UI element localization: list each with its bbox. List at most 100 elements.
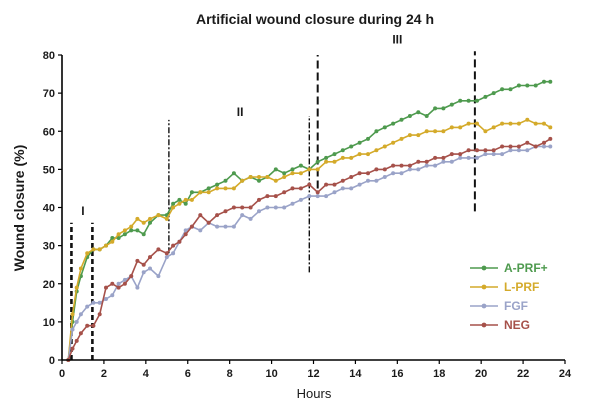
legend-label: NEG — [504, 318, 530, 332]
data-point-l-prf — [70, 312, 75, 317]
data-point-neg — [122, 281, 127, 286]
data-point-a-prf — [542, 79, 546, 84]
data-point-l-prf — [424, 129, 429, 134]
data-point-neg — [97, 312, 102, 317]
data-point-neg — [315, 190, 320, 195]
data-point-a-prf — [183, 201, 188, 206]
data-point-l-prf — [416, 133, 421, 138]
data-point-a-prf — [223, 178, 228, 183]
data-point-fgf — [340, 186, 345, 191]
data-point-a-prf — [391, 121, 396, 126]
data-point-neg — [533, 144, 538, 149]
data-point-l-prf — [85, 251, 90, 256]
data-point-neg — [307, 182, 312, 187]
data-point-fgf — [215, 224, 220, 229]
data-point-fgf — [332, 190, 337, 195]
data-point-l-prf — [240, 178, 245, 183]
data-point-neg — [240, 205, 245, 210]
data-point-a-prf — [382, 125, 387, 130]
data-point-l-prf — [366, 152, 370, 157]
data-point-l-prf — [110, 239, 115, 244]
y-tick-label: 50 — [43, 164, 55, 176]
data-point-l-prf — [357, 152, 362, 157]
data-point-fgf — [349, 186, 354, 191]
series-l-prf — [66, 117, 553, 362]
data-point-fgf — [231, 224, 236, 229]
data-point-l-prf — [122, 228, 127, 233]
data-point-a-prf — [548, 79, 553, 84]
data-point-l-prf — [391, 140, 396, 145]
data-point-fgf — [70, 327, 75, 332]
data-point-neg — [433, 155, 438, 160]
legend: A-PRF+ L-PRF FGF NEG — [470, 261, 548, 332]
data-point-neg — [282, 190, 287, 195]
series-line-neg — [67, 138, 551, 361]
legend-label: A-PRF+ — [504, 261, 548, 275]
y-tick-label: 30 — [43, 241, 55, 253]
data-point-fgf — [483, 152, 488, 157]
x-tick-label: 10 — [265, 368, 277, 380]
data-point-l-prf — [399, 136, 404, 141]
data-point-a-prf — [449, 102, 454, 107]
data-point-fgf — [491, 152, 496, 157]
data-point-fgf — [466, 155, 471, 160]
x-tick-label: 18 — [433, 368, 445, 380]
data-point-a-prf — [315, 159, 320, 164]
data-point-neg — [298, 186, 303, 191]
data-point-neg — [475, 148, 479, 153]
data-point-neg — [374, 167, 379, 172]
data-point-neg — [164, 251, 169, 256]
data-point-l-prf — [248, 175, 253, 179]
data-point-neg — [110, 281, 115, 286]
legend-item-fgf: FGF — [470, 299, 528, 313]
data-point-neg — [135, 258, 140, 263]
data-point-neg — [290, 186, 295, 191]
data-point-fgf — [198, 228, 203, 233]
data-point-fgf — [135, 285, 140, 290]
data-point-neg — [516, 144, 521, 149]
y-axis-label: Wound closure (%) — [11, 145, 27, 272]
data-point-neg — [78, 331, 83, 336]
data-point-neg — [458, 152, 463, 157]
data-point-a-prf — [273, 167, 278, 172]
data-point-neg — [416, 159, 421, 164]
series-line-l-prf — [67, 119, 551, 361]
data-point-l-prf — [91, 247, 96, 252]
data-point-l-prf — [298, 171, 303, 176]
data-point-neg — [206, 220, 211, 225]
x-tick-label: 20 — [475, 368, 487, 380]
data-point-neg — [349, 175, 354, 179]
data-point-neg — [104, 285, 108, 290]
data-point-fgf — [542, 144, 546, 149]
data-point-fgf — [156, 274, 161, 279]
data-point-a-prf — [374, 129, 379, 134]
data-point-neg — [399, 163, 404, 168]
data-point-l-prf — [116, 232, 121, 237]
x-tick-label: 4 — [143, 368, 150, 380]
data-point-l-prf — [129, 224, 134, 229]
data-point-a-prf — [141, 232, 146, 237]
data-point-fgf — [298, 197, 303, 202]
data-point-neg — [70, 346, 75, 351]
data-point-fgf — [433, 163, 438, 168]
data-point-fgf — [407, 167, 412, 172]
data-point-neg — [407, 163, 412, 168]
data-point-fgf — [91, 300, 96, 305]
y-tick-label: 0 — [49, 355, 55, 367]
data-point-l-prf — [198, 190, 203, 195]
data-point-l-prf — [542, 121, 546, 126]
series-line-a-prf — [67, 80, 551, 361]
y-tick-label: 70 — [43, 88, 55, 100]
data-point-l-prf — [273, 178, 278, 183]
y-tick-label: 80 — [43, 50, 55, 62]
data-point-l-prf — [407, 133, 412, 138]
x-tick-label: 24 — [559, 368, 572, 380]
data-point-l-prf — [525, 117, 530, 122]
legend-item-l-prf: L-PRF — [470, 280, 539, 294]
data-point-fgf — [416, 167, 421, 172]
phase-label-3: III — [392, 33, 402, 47]
legend-label: L-PRF — [504, 280, 539, 294]
data-point-fgf — [424, 163, 429, 168]
